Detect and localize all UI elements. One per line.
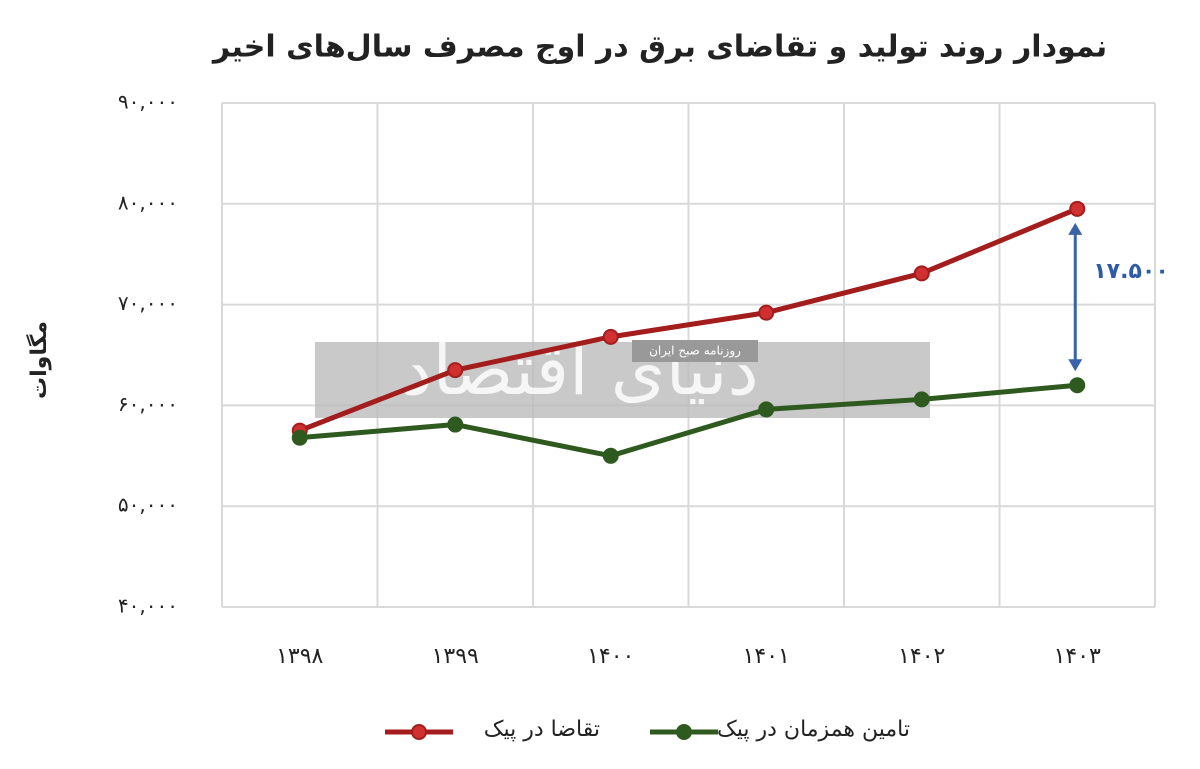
- data-point: [758, 304, 775, 321]
- watermark-tag-bg: [632, 340, 758, 362]
- data-point: [913, 391, 930, 408]
- arrow-head: [1068, 359, 1083, 372]
- arrow-head: [1068, 222, 1083, 235]
- annotation-label: ۱۷.۵۰۰: [1093, 259, 1169, 284]
- legend-label: تقاضا در پیک: [484, 717, 600, 742]
- data-point: [602, 328, 619, 345]
- x-tick-label: ۱۳۹۹: [432, 644, 479, 669]
- y-axis-label: مگاوات: [25, 321, 52, 399]
- series-line: [298, 206, 1079, 433]
- data-point: [913, 265, 930, 282]
- y-tick-label: ۴۰,۰۰۰: [118, 594, 178, 618]
- x-tick-label: ۱۴۰۲: [898, 644, 945, 669]
- data-point: [447, 362, 464, 379]
- data-point: [1069, 200, 1086, 217]
- y-tick-label: ۸۰,۰۰۰: [118, 190, 178, 214]
- data-point: [602, 447, 619, 464]
- x-tick-label: ۱۴۰۱: [743, 644, 790, 669]
- series-line: [299, 382, 1078, 459]
- legend-label: تامین همزمان در پیک: [717, 717, 910, 742]
- data-point: [1069, 377, 1086, 394]
- data-point: [447, 416, 464, 433]
- y-tick-label: ۶۰,۰۰۰: [118, 392, 178, 416]
- x-tick-label: ۱۴۰۳: [1054, 644, 1101, 669]
- y-tick-label: ۷۰,۰۰۰: [118, 291, 178, 315]
- legend-marker: [676, 724, 692, 740]
- y-tick-label: ۹۰,۰۰۰: [118, 90, 178, 114]
- data-point: [758, 401, 775, 418]
- watermark-tagline: روزنامه صبح ایران: [649, 344, 741, 359]
- legend-marker: [411, 724, 427, 740]
- chart-title: نمودار روند تولید و تقاضای برق در اوج مص…: [211, 30, 1107, 65]
- data-point: [291, 429, 308, 446]
- x-tick-label: ۱۳۹۸: [276, 644, 323, 669]
- x-tick-label: ۱۴۰۰: [587, 644, 634, 669]
- y-tick-label: ۵۰,۰۰۰: [118, 493, 178, 517]
